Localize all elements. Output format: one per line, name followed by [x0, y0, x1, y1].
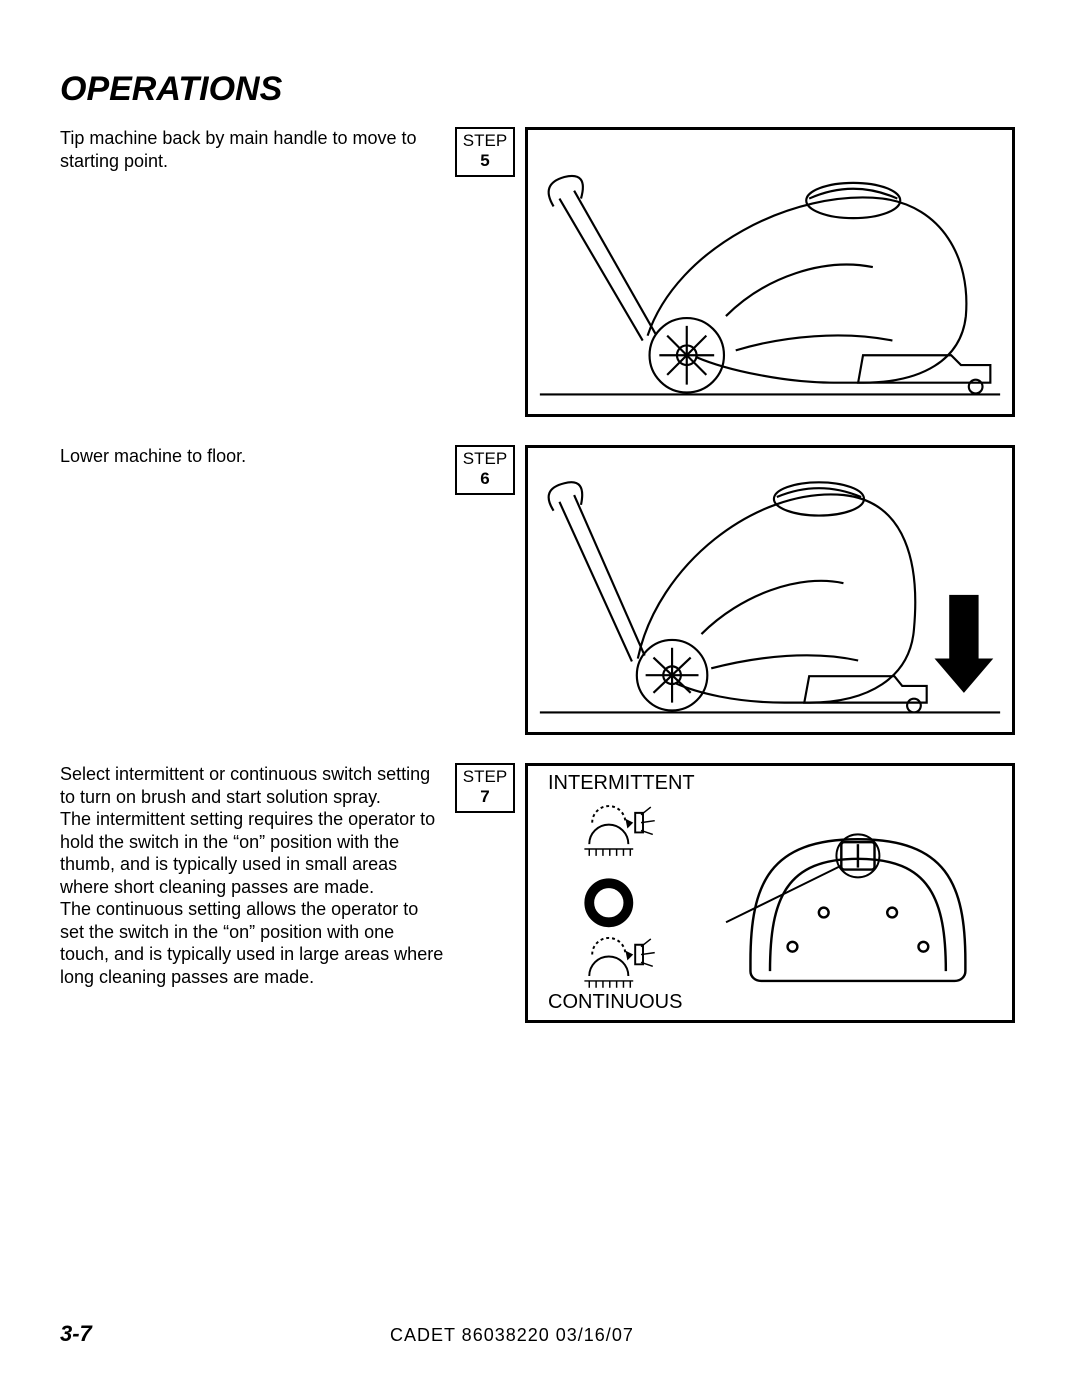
- step-5-row: Tip machine back by main handle to move …: [60, 127, 1020, 417]
- page-title: OPERATIONS: [60, 70, 1020, 109]
- step-7-row: Select intermittent or continuous switch…: [60, 763, 1020, 1023]
- page-number: 3-7: [60, 1321, 390, 1347]
- figure-step-7: INTERMITTENT CONTINUOUS: [525, 763, 1015, 1023]
- step-label: STEP: [459, 449, 511, 469]
- step-6-box: STEP 6: [455, 445, 515, 495]
- step-5-text: Tip machine back by main handle to move …: [60, 127, 455, 172]
- step-label: STEP: [459, 131, 511, 151]
- step-number: 7: [459, 787, 511, 807]
- step-7-box: STEP 7: [455, 763, 515, 813]
- figure-step-6: [525, 445, 1015, 735]
- continuous-icon: [584, 938, 654, 988]
- page-footer: 3-7 CADET 86038220 03/16/07: [60, 1321, 1020, 1347]
- step-label: STEP: [459, 767, 511, 787]
- switch-illustration: [528, 766, 1012, 1020]
- step-6-text: Lower machine to floor.: [60, 445, 455, 468]
- figure-step-5: [525, 127, 1015, 417]
- ring-icon: [589, 883, 628, 922]
- doc-id: CADET 86038220 03/16/07: [390, 1325, 634, 1346]
- machine-tipped-illustration: [528, 130, 1012, 414]
- step-number: 6: [459, 469, 511, 489]
- down-arrow-icon: [935, 595, 994, 693]
- intermittent-icon: [584, 806, 654, 856]
- handle-top-view: [750, 839, 965, 981]
- step-7-text: Select intermittent or continuous switch…: [60, 763, 455, 988]
- machine-lowered-illustration: [528, 448, 1012, 732]
- step-number: 5: [459, 151, 511, 171]
- step-5-box: STEP 5: [455, 127, 515, 177]
- step-6-row: Lower machine to floor. STEP 6: [60, 445, 1020, 735]
